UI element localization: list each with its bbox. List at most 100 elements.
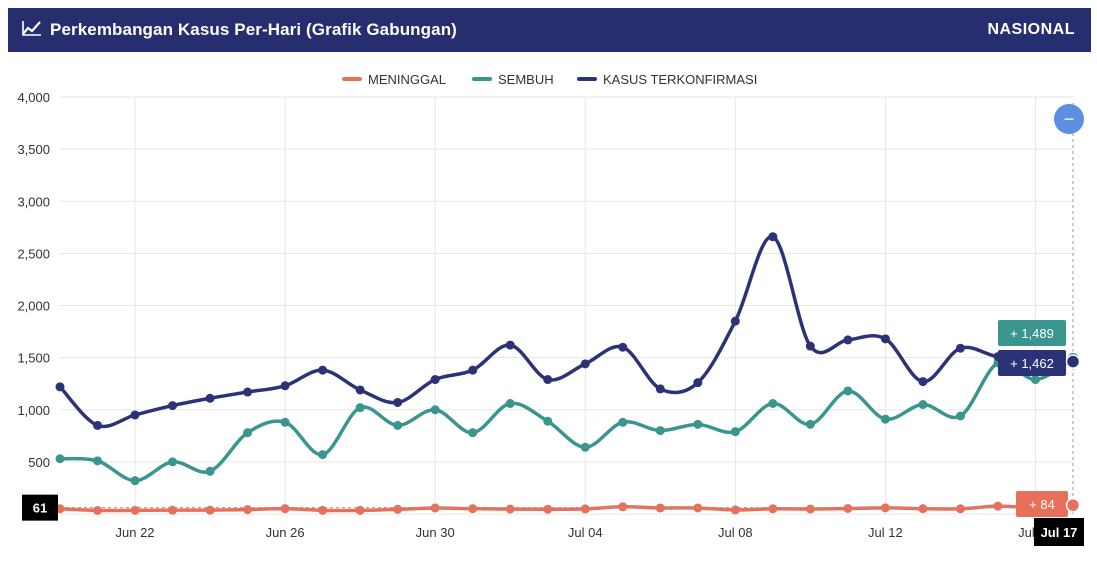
x-tick-label: Jun 26 xyxy=(266,525,305,540)
data-point-kasus-terkonfirmasi xyxy=(468,365,478,375)
data-point-sembuh xyxy=(393,420,403,430)
data-point-sembuh xyxy=(205,466,215,476)
data-point-kasus-terkonfirmasi xyxy=(505,340,515,350)
legend-swatch-sembuh xyxy=(472,77,492,81)
y-tick-label: 1,500 xyxy=(17,351,50,366)
value-label-meninggal: + 84 xyxy=(1029,497,1055,512)
data-point-sembuh xyxy=(543,416,553,426)
data-point-sembuh xyxy=(243,428,253,438)
data-point-sembuh xyxy=(768,398,778,408)
data-point-sembuh xyxy=(655,426,665,436)
data-point-sembuh xyxy=(618,417,628,427)
data-point-sembuh xyxy=(93,456,103,466)
data-point-sembuh xyxy=(168,457,178,467)
data-point-meninggal xyxy=(543,504,553,514)
data-point-sembuh xyxy=(955,411,965,421)
legend-swatch-kasus-terkonfirmasi xyxy=(577,77,597,81)
zoom-out-button[interactable]: − xyxy=(1054,104,1084,134)
data-point-sembuh xyxy=(280,417,290,427)
data-point-meninggal xyxy=(243,505,253,515)
data-point-meninggal xyxy=(168,505,178,515)
series-line-sembuh xyxy=(59,357,1074,483)
data-point-meninggal xyxy=(468,504,478,514)
data-point-kasus-terkonfirmasi xyxy=(843,335,853,345)
series-sembuh xyxy=(55,354,1078,486)
data-point-meninggal xyxy=(205,505,215,515)
data-point-sembuh xyxy=(880,414,890,424)
data-point-sembuh xyxy=(918,400,928,410)
data-point-meninggal xyxy=(955,504,965,514)
crosshair-x-label: Jul 17 xyxy=(1041,525,1078,540)
data-point-sembuh xyxy=(318,450,328,460)
data-point-meninggal xyxy=(618,502,628,512)
data-point-meninggal xyxy=(430,503,440,513)
zoom-out-icon[interactable]: − xyxy=(1064,109,1075,129)
last-point-marker-meninggal xyxy=(1065,497,1081,513)
data-point-kasus-terkonfirmasi xyxy=(393,397,403,407)
series-kasus-terkonfirmasi xyxy=(55,232,1078,430)
data-point-kasus-terkonfirmasi xyxy=(805,341,815,351)
y-tick-label: 3,000 xyxy=(17,194,50,209)
crosshair: 61 Jul 17 + 1,489 + 1,462 + 84 xyxy=(22,103,1084,546)
data-point-sembuh xyxy=(843,386,853,396)
data-point-kasus-terkonfirmasi xyxy=(318,365,328,375)
data-point-meninggal xyxy=(93,505,103,515)
data-point-sembuh xyxy=(55,454,65,464)
legend-label-kasus-terkonfirmasi: KASUS TERKONFIRMASI xyxy=(603,72,757,87)
value-label-kasus-terkonfirmasi: + 1,462 xyxy=(1010,356,1054,371)
data-point-kasus-terkonfirmasi xyxy=(355,385,365,395)
value-label-sembuh: + 1,489 xyxy=(1010,326,1054,341)
data-point-kasus-terkonfirmasi xyxy=(730,316,740,326)
last-point-marker-kasus-terkonfirmasi xyxy=(1065,354,1081,369)
data-point-meninggal xyxy=(880,503,890,513)
x-tick-label: Jun 22 xyxy=(116,525,155,540)
data-point-meninggal xyxy=(918,504,928,514)
data-point-kasus-terkonfirmasi xyxy=(880,334,890,344)
data-point-meninggal xyxy=(768,504,778,514)
data-point-kasus-terkonfirmasi xyxy=(693,378,703,388)
data-point-kasus-terkonfirmasi xyxy=(168,401,178,411)
data-point-meninggal xyxy=(843,503,853,513)
value-label-box-kasus-terkonfirmasi xyxy=(998,350,1066,376)
value-label-box-sembuh xyxy=(998,320,1066,346)
crosshair-y-label-box xyxy=(22,494,58,521)
x-tick-label: Jul 12 xyxy=(868,525,903,540)
data-point-sembuh xyxy=(580,442,590,452)
data-point-kasus-terkonfirmasi xyxy=(618,342,628,352)
data-point-kasus-terkonfirmasi xyxy=(130,410,140,420)
chart-header: Perkembangan Kasus Per-Hari (Grafik Gabu… xyxy=(8,8,1091,52)
data-point-sembuh xyxy=(693,419,703,429)
data-point-sembuh xyxy=(730,427,740,437)
series-layer xyxy=(55,232,1078,515)
data-point-kasus-terkonfirmasi xyxy=(955,343,965,353)
zoom-out-circle[interactable] xyxy=(1054,104,1084,134)
data-point-sembuh xyxy=(355,403,365,413)
header-left: Perkembangan Kasus Per-Hari (Grafik Gabu… xyxy=(22,20,457,41)
x-tick-label: Jul 04 xyxy=(568,525,603,540)
grid xyxy=(60,96,1073,515)
data-point-kasus-terkonfirmasi xyxy=(655,384,665,394)
data-point-kasus-terkonfirmasi xyxy=(430,375,440,385)
data-point-meninggal xyxy=(730,505,740,515)
data-point-meninggal xyxy=(505,504,515,514)
y-tick-label: 4,000 xyxy=(17,90,50,105)
data-point-sembuh xyxy=(805,419,815,429)
series-line-meninggal xyxy=(59,503,1074,513)
data-point-sembuh xyxy=(1030,375,1040,385)
y-tick-label: 3,500 xyxy=(17,142,50,157)
data-point-kasus-terkonfirmasi xyxy=(768,232,778,242)
data-point-kasus-terkonfirmasi xyxy=(280,381,290,391)
data-point-sembuh xyxy=(130,476,140,486)
data-point-kasus-terkonfirmasi xyxy=(205,393,215,403)
data-point-meninggal xyxy=(393,504,403,514)
data-point-meninggal xyxy=(805,504,815,514)
crosshair-x-label-box xyxy=(1034,518,1084,546)
legend: MENINGGAL SEMBUH KASUS TERKONFIRMASI xyxy=(342,72,757,87)
data-point-meninggal xyxy=(993,501,1003,511)
data-point-kasus-terkonfirmasi xyxy=(93,420,103,430)
series-meninggal xyxy=(55,500,1078,515)
region-label: NASIONAL xyxy=(987,21,1075,38)
y-tick-label: 2,500 xyxy=(17,246,50,261)
data-point-kasus-terkonfirmasi xyxy=(243,387,253,397)
